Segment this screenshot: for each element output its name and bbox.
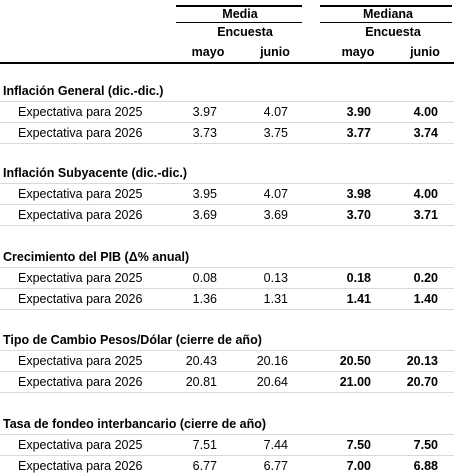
cell-value: 0.08 — [192, 271, 217, 285]
rule — [176, 5, 302, 7]
row-label: Expectativa para 2026 — [18, 292, 143, 306]
cell-value: 3.69 — [192, 208, 217, 222]
cell-value: 3.74 — [413, 126, 438, 140]
row-label: Expectativa para 2026 — [18, 375, 143, 389]
cell-value: 3.98 — [346, 187, 371, 201]
row-label: Expectativa para 2025 — [18, 438, 143, 452]
rule — [0, 309, 454, 310]
cell-value: 3.73 — [192, 126, 217, 140]
cell-value: 4.00 — [413, 187, 438, 201]
cell-value: 20.43 — [185, 354, 217, 368]
rule — [0, 455, 454, 456]
section-title: Tipo de Cambio Pesos/Dólar (cierre de añ… — [3, 333, 262, 347]
survey-header: Encuesta — [365, 25, 421, 39]
cell-value: 1.36 — [192, 292, 217, 306]
row-label: Expectativa para 2025 — [18, 354, 143, 368]
group-header: Media — [222, 7, 258, 21]
section-title: Tasa de fondeo interbancario (cierre de … — [3, 417, 267, 431]
row-label: Expectativa para 2025 — [18, 271, 143, 285]
cell-value: 3.71 — [413, 208, 438, 222]
rule — [320, 5, 452, 7]
row-label: Expectativa para 2025 — [18, 187, 143, 201]
cell-value: 20.70 — [406, 375, 438, 389]
cell-value: 3.90 — [346, 105, 371, 119]
section-title: Inflación General (dic.-dic.) — [3, 84, 164, 98]
cell-value: 3.75 — [263, 126, 288, 140]
cell-value: 3.95 — [192, 187, 217, 201]
month-header: mayo — [191, 45, 225, 59]
rule — [0, 267, 454, 268]
row-label: Expectativa para 2026 — [18, 459, 143, 473]
cell-value: 7.50 — [413, 438, 438, 452]
rule — [0, 434, 454, 435]
rule — [320, 22, 452, 23]
row-label: Expectativa para 2026 — [18, 208, 143, 222]
survey-header: Encuesta — [217, 25, 273, 39]
cell-value: 1.41 — [346, 292, 371, 306]
rule — [0, 122, 454, 123]
cell-value: 7.50 — [346, 438, 371, 452]
cell-value: 3.97 — [192, 105, 217, 119]
rule — [0, 62, 454, 64]
rule — [0, 183, 454, 184]
cell-value: 6.88 — [413, 459, 438, 473]
section-title: Crecimiento del PIB (Δ% anual) — [3, 250, 190, 264]
row-label: Expectativa para 2026 — [18, 126, 143, 140]
cell-value: 0.18 — [346, 271, 371, 285]
rule — [0, 392, 454, 393]
rule — [0, 350, 454, 351]
cell-value: 4.00 — [413, 105, 438, 119]
cell-value: 20.64 — [256, 375, 288, 389]
cell-value: 20.13 — [406, 354, 438, 368]
cell-value: 20.50 — [339, 354, 371, 368]
rule — [176, 22, 302, 23]
cell-value: 1.40 — [413, 292, 438, 306]
cell-value: 0.13 — [263, 271, 288, 285]
cell-value: 3.77 — [346, 126, 371, 140]
rule — [0, 225, 454, 226]
cell-value: 4.07 — [263, 105, 288, 119]
rule — [0, 371, 454, 372]
cell-value: 3.69 — [263, 208, 288, 222]
cell-value: 7.51 — [192, 438, 217, 452]
cell-value: 20.81 — [185, 375, 217, 389]
section-title: Inflación Subyacente (dic.-dic.) — [3, 166, 188, 180]
cell-value: 0.20 — [413, 271, 438, 285]
cell-value: 21.00 — [339, 375, 371, 389]
cell-value: 6.77 — [192, 459, 217, 473]
cell-value: 4.07 — [263, 187, 288, 201]
cell-value: 7.44 — [263, 438, 288, 452]
rule — [0, 143, 454, 144]
month-header: mayo — [341, 45, 375, 59]
cell-value: 20.16 — [256, 354, 288, 368]
rule — [0, 101, 454, 102]
cell-value: 1.31 — [263, 292, 288, 306]
month-header: junio — [260, 45, 290, 59]
row-label: Expectativa para 2025 — [18, 105, 143, 119]
cell-value: 7.00 — [346, 459, 371, 473]
rule — [0, 288, 454, 289]
rule — [0, 204, 454, 205]
cell-value: 3.70 — [346, 208, 371, 222]
month-header: junio — [410, 45, 440, 59]
cell-value: 6.77 — [263, 459, 288, 473]
group-header: Mediana — [362, 7, 413, 21]
